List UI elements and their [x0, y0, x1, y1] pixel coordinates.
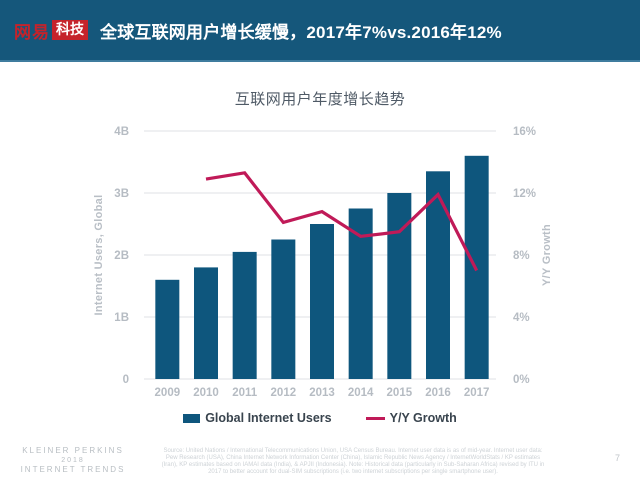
headline: 全球互联网用户增长缓慢，2017年7%vs.2016年12%: [100, 22, 502, 42]
svg-text:2013: 2013: [309, 387, 335, 399]
netease-tech-logo: 网易 科技: [14, 18, 88, 43]
legend-label: Y/Y Growth: [389, 411, 457, 425]
svg-text:2B: 2B: [114, 250, 129, 262]
left-axis-title: Internet Users, Global: [93, 194, 105, 316]
legend-label: Global Internet Users: [205, 411, 332, 425]
kp-line-1: KLEINER PERKINS: [22, 446, 124, 455]
line-swatch-icon: [365, 416, 385, 420]
svg-text:0: 0: [123, 374, 129, 386]
right-axis-title: Y/Y Growth: [541, 223, 553, 287]
svg-text:12%: 12%: [513, 188, 536, 200]
tech-logo-badge: 科技: [52, 20, 88, 40]
svg-text:2012: 2012: [271, 387, 297, 399]
chart-title: 互联网用户年度增长趋势: [234, 91, 406, 108]
svg-text:8%: 8%: [513, 250, 530, 262]
netease-logo-text: 网易: [14, 22, 50, 42]
source-note: Source: United Nations / International T…: [161, 448, 545, 475]
svg-text:2015: 2015: [387, 387, 413, 399]
legend-item-line-series: Y/Y Growth: [365, 411, 457, 425]
bar-swatch-icon: [183, 413, 201, 423]
svg-text:2014: 2014: [348, 387, 374, 399]
svg-text:0%: 0%: [513, 374, 530, 386]
kleiner-perkins-mark: KLEINER PERKINS 2018 INTERNET TRENDS: [8, 446, 138, 475]
svg-text:4B: 4B: [114, 126, 129, 138]
svg-text:1B: 1B: [114, 312, 129, 324]
svg-text:2009: 2009: [155, 387, 181, 399]
kp-line-3: INTERNET TRENDS: [20, 465, 126, 474]
svg-text:2010: 2010: [193, 387, 219, 399]
svg-text:3B: 3B: [114, 188, 129, 200]
legend-item-bar-series: Global Internet Users: [183, 411, 332, 425]
kp-line-2: 2018: [61, 456, 85, 464]
chart-legend: Global Internet Users Y/Y Growth: [0, 411, 640, 425]
svg-text:2011: 2011: [232, 387, 258, 399]
svg-text:4%: 4%: [513, 312, 530, 324]
svg-text:16%: 16%: [513, 126, 536, 138]
page-number: 7: [614, 453, 620, 463]
svg-text:2016: 2016: [425, 387, 451, 399]
header-bar: 网易 科技 全球互联网用户增长缓慢，2017年7%vs.2016年12%: [0, 0, 640, 62]
svg-text:2017: 2017: [464, 387, 490, 399]
